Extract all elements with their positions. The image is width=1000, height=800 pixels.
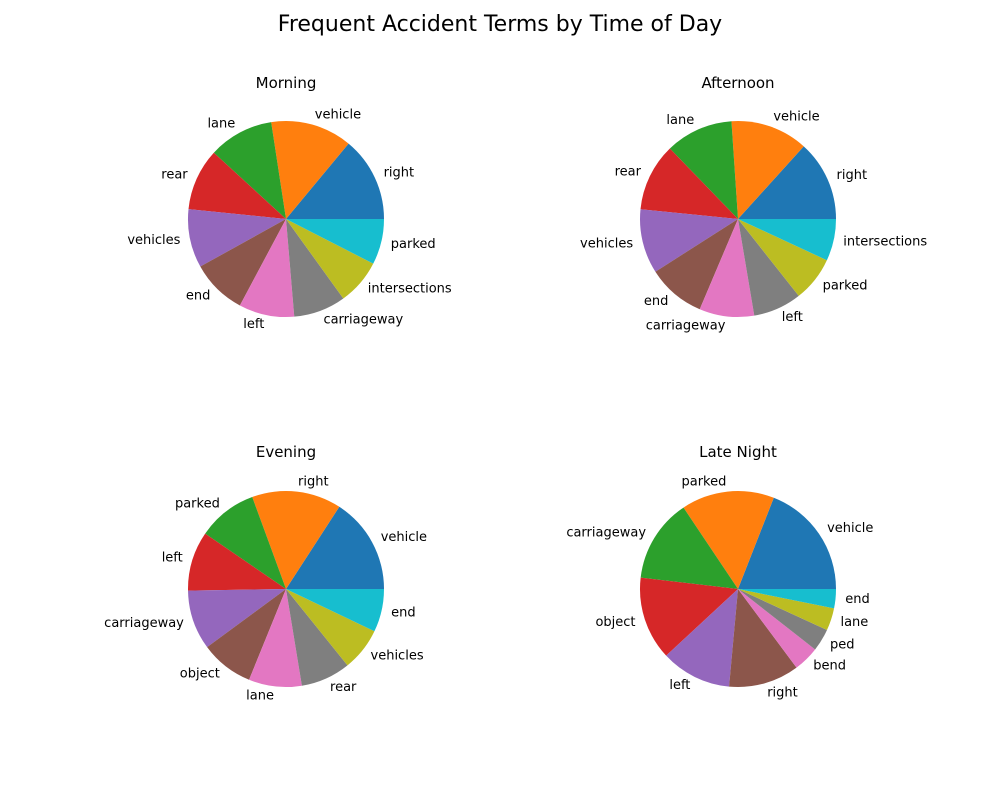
pie-slice-rear (286, 589, 348, 686)
slice-label: rear (161, 167, 188, 182)
slice-label: rear (615, 165, 642, 180)
pie-slice-vehicle (286, 506, 384, 589)
slice-label: left (782, 310, 803, 325)
slice-label: vehicle (315, 108, 361, 123)
pie-title: Late Night (699, 443, 777, 461)
slice-label: end (391, 605, 416, 620)
pie-slice-vehicles (187, 209, 286, 267)
pie-slice-left (187, 533, 286, 591)
pie-slice-parked (683, 490, 774, 589)
pie-slice-end (286, 589, 384, 632)
pie-slice-carriageway (640, 507, 738, 589)
pie-slice-right (729, 589, 797, 687)
slice-label: vehicle (773, 110, 819, 125)
pie-slice-parked (205, 497, 286, 589)
pie-slice-end (655, 219, 738, 310)
pie-title: Morning (256, 74, 317, 92)
pie-slice-vehicle (738, 497, 836, 589)
slice-label: left (243, 317, 264, 332)
slice-label: end (644, 294, 669, 309)
pie-slice-parked (286, 219, 384, 264)
slice-label: right (767, 685, 798, 700)
pie-slice-right (252, 491, 340, 589)
pie-slice-lane (669, 121, 738, 219)
pie-slice-vehicles (639, 209, 738, 272)
pie-slice-object (639, 577, 738, 656)
slice-label: lane (246, 689, 274, 704)
slice-label: carriageway (646, 319, 726, 334)
pie-slice-end (200, 219, 286, 306)
pie-slice-carriageway (699, 219, 755, 317)
pie-chart-evening: Evening vehicle right parked left carriageway… (104, 443, 427, 704)
slice-label: vehicles (371, 648, 424, 663)
slice-label: parked (175, 496, 220, 511)
pie-slice-left (738, 219, 799, 316)
pie-chart-morning: Morning right vehicle lane rear vehicles end le… (127, 74, 452, 332)
slice-label: left (669, 678, 690, 693)
pie-slice-lane (738, 589, 835, 631)
pie-slice-bend (738, 589, 816, 668)
slice-label: lane (666, 113, 694, 128)
slice-label: right (384, 166, 415, 181)
pie-slice-lane (213, 122, 286, 219)
pie-slice-lane (249, 589, 302, 688)
pie-slice-intersections (738, 219, 836, 261)
slice-label: vehicle (827, 521, 873, 536)
slice-label: left (162, 550, 183, 565)
pie-slice-vehicle (271, 120, 349, 219)
pie-title: Evening (256, 443, 316, 461)
slice-label: ped (830, 638, 855, 653)
slice-label: lane (207, 116, 235, 131)
slice-label: carriageway (104, 616, 184, 631)
pie-slice-parked (738, 219, 827, 296)
slice-label: parked (681, 474, 726, 489)
pie-chart-late-night: Late Night vehicle parked carriageway object… (566, 443, 873, 700)
pie-slice-vehicle (731, 121, 804, 219)
slice-label: right (298, 474, 329, 489)
pie-slice-ped (738, 589, 827, 650)
figure-title: Frequent Accident Terms by Time of Day (277, 12, 723, 37)
pie-slice-carriageway (188, 589, 286, 648)
slice-label: bend (813, 659, 846, 674)
slice-label: vehicles (127, 233, 180, 248)
slice-label: end (845, 592, 870, 607)
pie-slice-vehicles (286, 589, 375, 666)
pie-slice-right (286, 143, 384, 219)
pie-slice-carriageway (286, 219, 344, 317)
slice-label: rear (330, 680, 357, 695)
slice-label: right (837, 168, 868, 183)
slice-label: object (180, 667, 220, 682)
slice-label: object (595, 615, 635, 630)
pie-slice-rear (640, 148, 738, 219)
slice-label: carriageway (566, 525, 646, 540)
slice-label: vehicle (381, 530, 427, 545)
pie-slice-end (738, 589, 836, 609)
pie-slice-object (207, 589, 286, 680)
slice-label: intersections (843, 235, 927, 250)
pie-slice-intersections (286, 219, 374, 299)
pie-slice-left (239, 219, 295, 318)
slice-label: lane (840, 615, 868, 630)
slice-label: parked (823, 278, 868, 293)
pie-slice-rear (188, 152, 286, 219)
slice-label: intersections (368, 282, 452, 297)
pie-chart-afternoon: Afternoon right vehicle lane rear vehicles end… (580, 74, 927, 334)
slice-label: vehicles (580, 236, 633, 251)
pie-slice-right (738, 146, 836, 219)
pie-slice-left (666, 589, 738, 687)
pie-title: Afternoon (701, 74, 774, 92)
slice-label: parked (391, 237, 436, 252)
slice-label: carriageway (323, 313, 403, 328)
slice-label: end (186, 288, 211, 303)
